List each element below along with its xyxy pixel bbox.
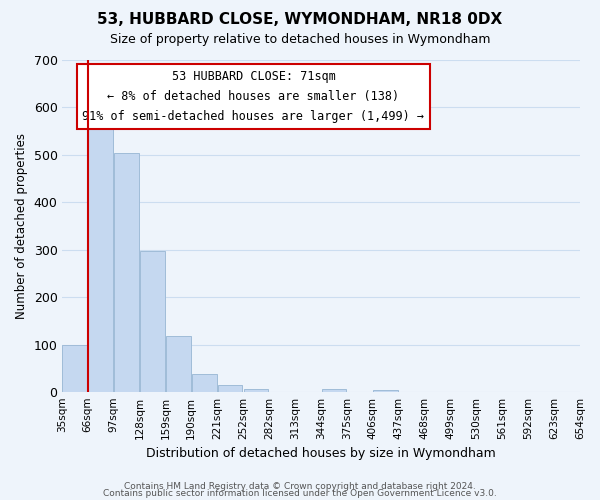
Bar [244, 388, 268, 392]
Bar [62, 345, 87, 393]
Bar [166, 336, 191, 392]
Text: Size of property relative to detached houses in Wymondham: Size of property relative to detached ho… [110, 32, 490, 46]
Bar [114, 152, 139, 392]
Text: Contains public sector information licensed under the Open Government Licence v3: Contains public sector information licen… [103, 490, 497, 498]
Bar [218, 386, 242, 392]
Bar [192, 374, 217, 392]
Text: 53, HUBBARD CLOSE, WYMONDHAM, NR18 0DX: 53, HUBBARD CLOSE, WYMONDHAM, NR18 0DX [97, 12, 503, 28]
Text: 53 HUBBARD CLOSE: 71sqm
← 8% of detached houses are smaller (138)
91% of semi-de: 53 HUBBARD CLOSE: 71sqm ← 8% of detached… [82, 70, 424, 123]
Bar [140, 251, 165, 392]
Bar [88, 120, 113, 392]
X-axis label: Distribution of detached houses by size in Wymondham: Distribution of detached houses by size … [146, 447, 496, 460]
Y-axis label: Number of detached properties: Number of detached properties [15, 133, 28, 319]
Text: Contains HM Land Registry data © Crown copyright and database right 2024.: Contains HM Land Registry data © Crown c… [124, 482, 476, 491]
Bar [373, 390, 398, 392]
Bar [322, 388, 346, 392]
